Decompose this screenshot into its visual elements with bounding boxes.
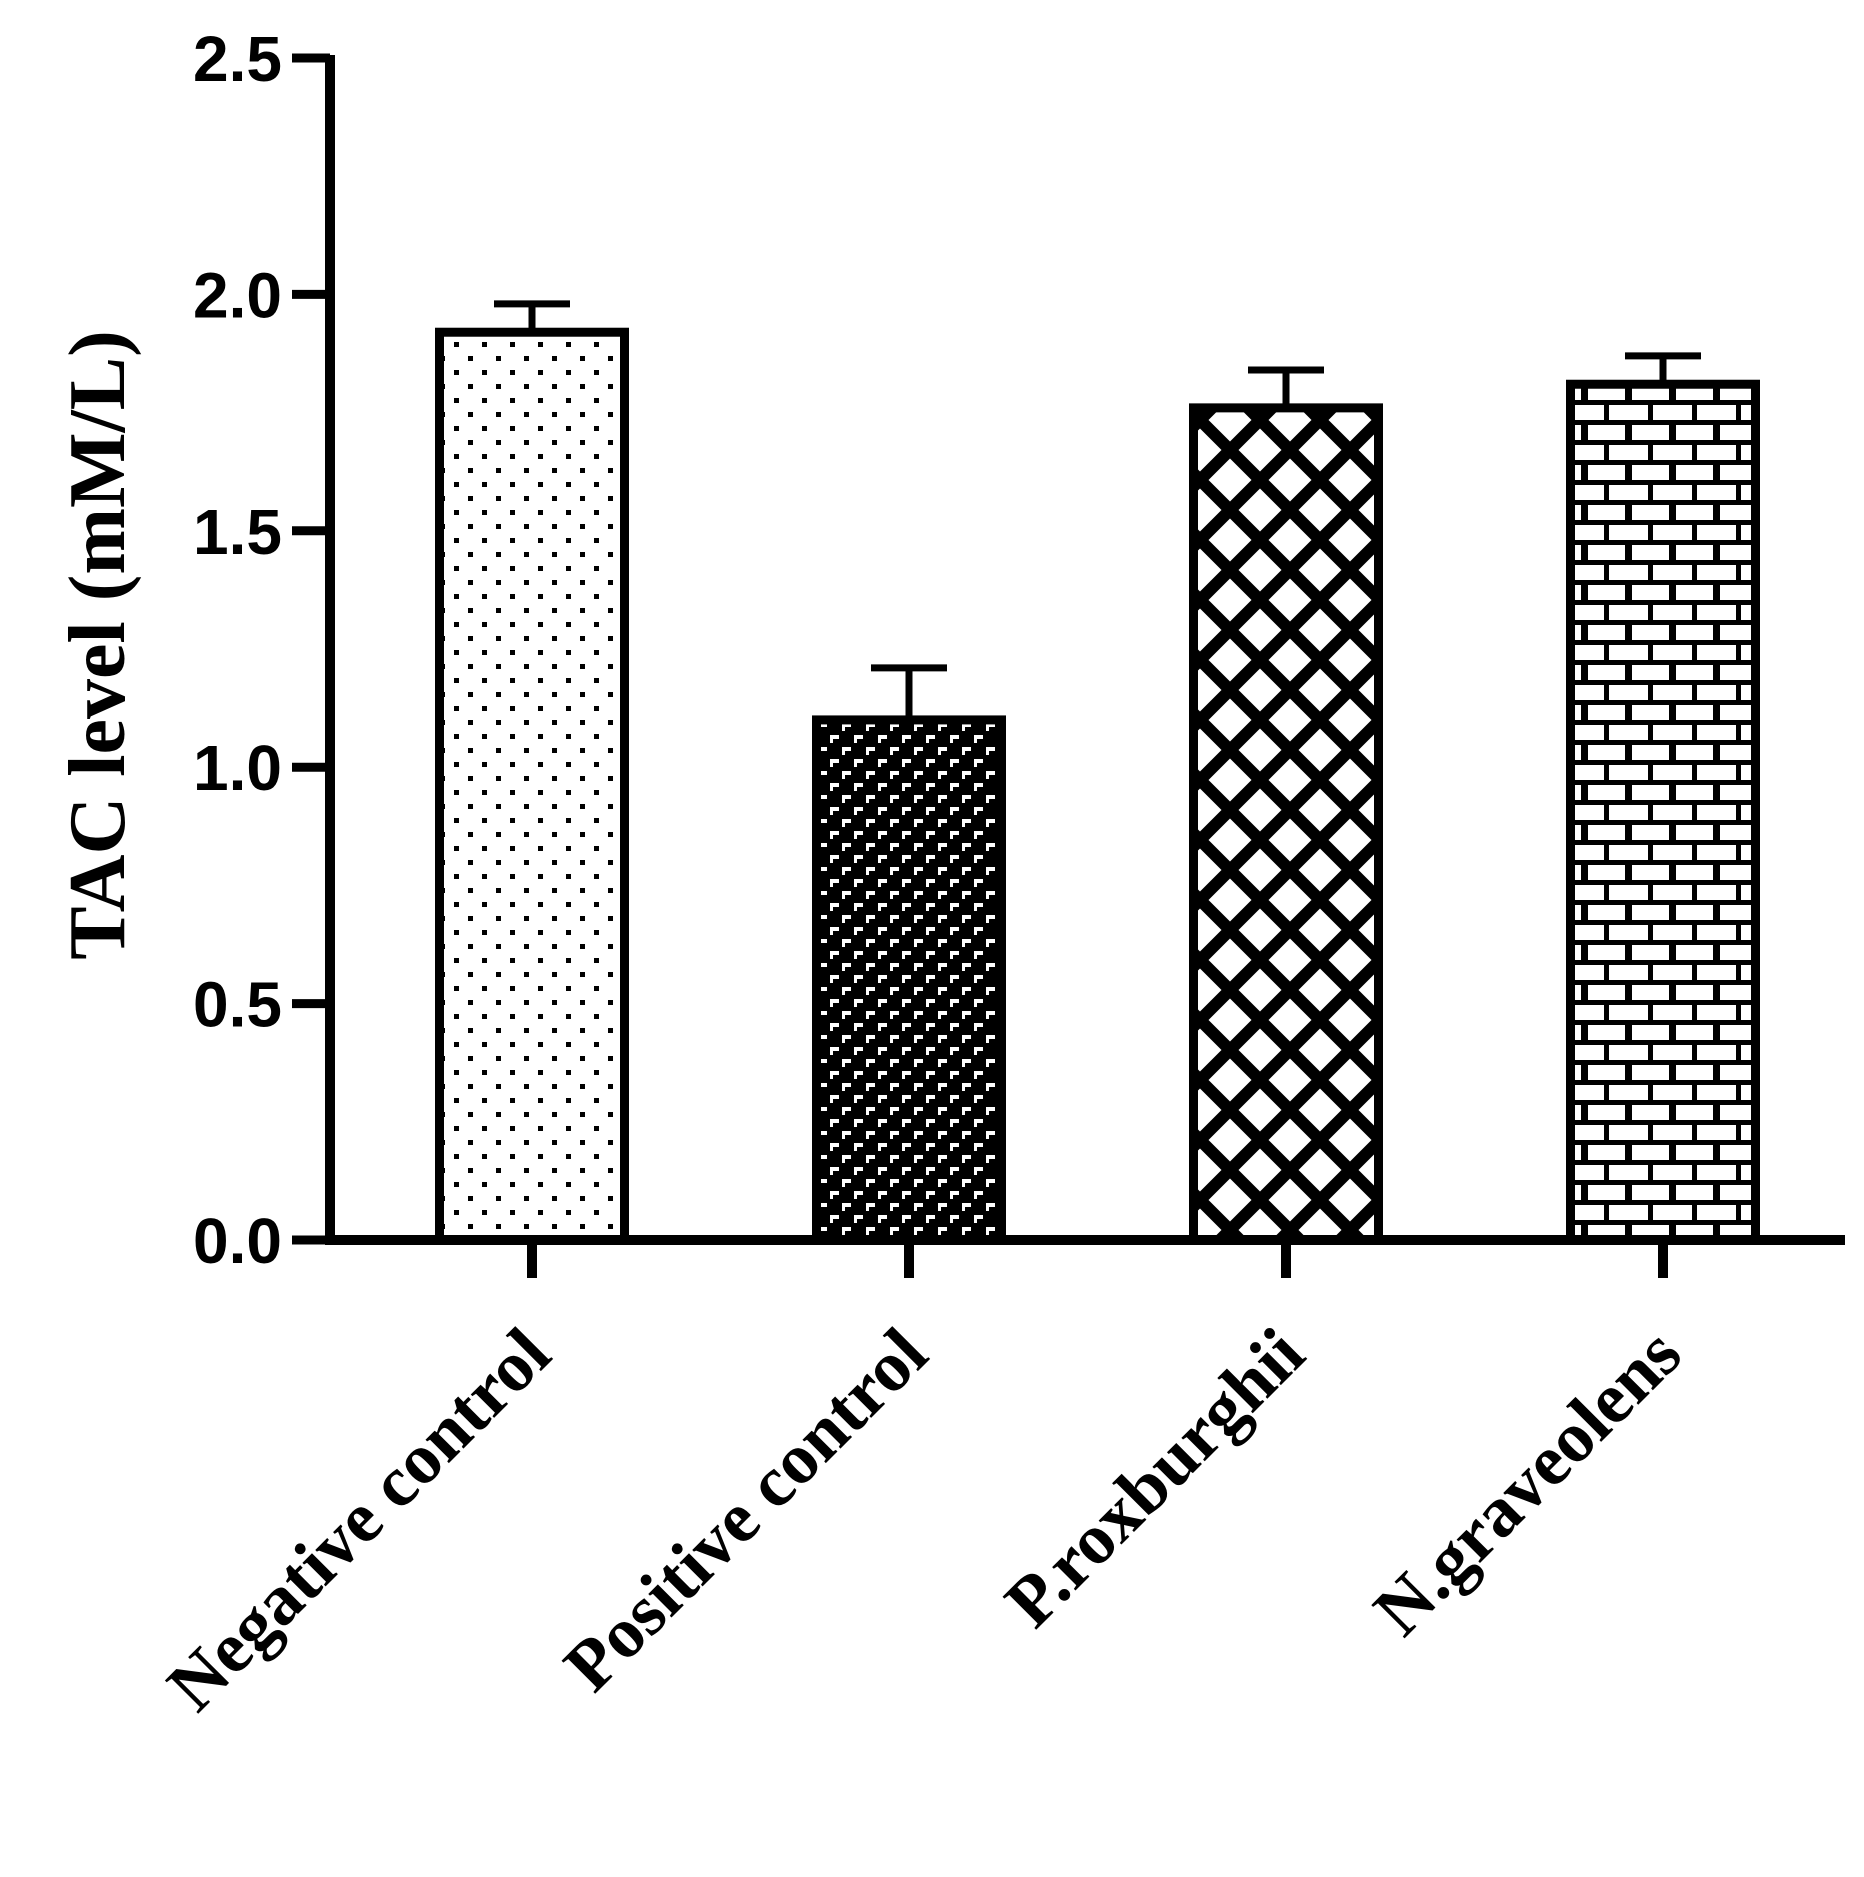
x-tick-label-n-graveolens: N.graveolens bbox=[1358, 1313, 1696, 1651]
bar-p-roxburghii bbox=[1189, 403, 1383, 1245]
y-tick-label-2-5: 2.5 bbox=[193, 23, 282, 95]
x-tick-label-negative-control: Negative control bbox=[152, 1313, 565, 1726]
y-tick-label-2-0: 2.0 bbox=[193, 259, 282, 331]
y-tick-label-0-5: 0.5 bbox=[193, 969, 282, 1041]
y-axis-title: TAC level (mM/L) bbox=[54, 330, 142, 959]
x-tick-label-positive-control: Positive control bbox=[549, 1313, 943, 1707]
y-tick-label-1-5: 1.5 bbox=[193, 496, 282, 568]
y-tick-label-0-0: 0.0 bbox=[193, 1205, 282, 1277]
bar-negative-control bbox=[435, 327, 629, 1245]
bar-positive-control bbox=[812, 715, 1006, 1245]
y-tick-label-1-0: 1.0 bbox=[193, 732, 282, 804]
bar-n-graveolens bbox=[1566, 379, 1760, 1245]
x-tick-label-p-roxburghii: P.roxburghii bbox=[990, 1313, 1320, 1643]
